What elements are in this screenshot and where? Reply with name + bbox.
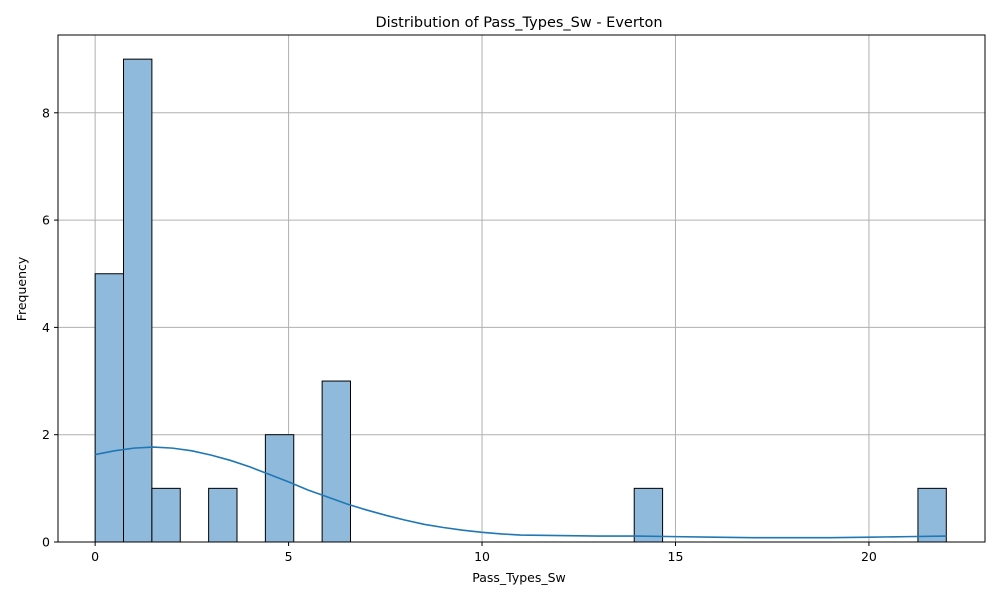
chart-title: Distribution of Pass_Types_Sw - Everton — [375, 15, 662, 31]
x-tick-label: 15 — [668, 549, 684, 564]
histogram-bar — [633, 487, 664, 543]
y-axis-label: Frequency — [14, 256, 29, 321]
histogram-bar — [123, 58, 153, 543]
plot-area-frame — [57, 34, 986, 543]
grid-lines — [58, 35, 985, 543]
histogram-bars — [94, 58, 947, 543]
kde-curve-group — [94, 446, 947, 539]
y-tick-label: 4 — [42, 320, 50, 335]
histogram-bar — [151, 487, 181, 543]
x-axis-ticks: 0 5 10 15 20 — [91, 542, 877, 564]
y-tick-label: 0 — [42, 535, 50, 550]
histogram-bar — [321, 380, 351, 543]
x-tick-label: 0 — [91, 549, 99, 564]
y-tick-label: 8 — [42, 105, 50, 120]
x-tick-label: 10 — [474, 549, 490, 564]
histogram-bar — [208, 487, 238, 543]
kde-curve — [94, 446, 947, 539]
histogram-bar — [264, 434, 295, 543]
x-tick-label: 20 — [861, 549, 877, 564]
x-axis-label: Pass_Types_Sw — [472, 570, 566, 585]
x-tick-label: 5 — [285, 549, 293, 564]
y-axis-ticks: 0 2 4 6 8 — [42, 105, 58, 550]
histogram-bar — [917, 487, 947, 543]
y-tick-label: 6 — [42, 213, 50, 228]
histogram-bar — [94, 273, 125, 543]
y-tick-label: 2 — [42, 427, 50, 442]
